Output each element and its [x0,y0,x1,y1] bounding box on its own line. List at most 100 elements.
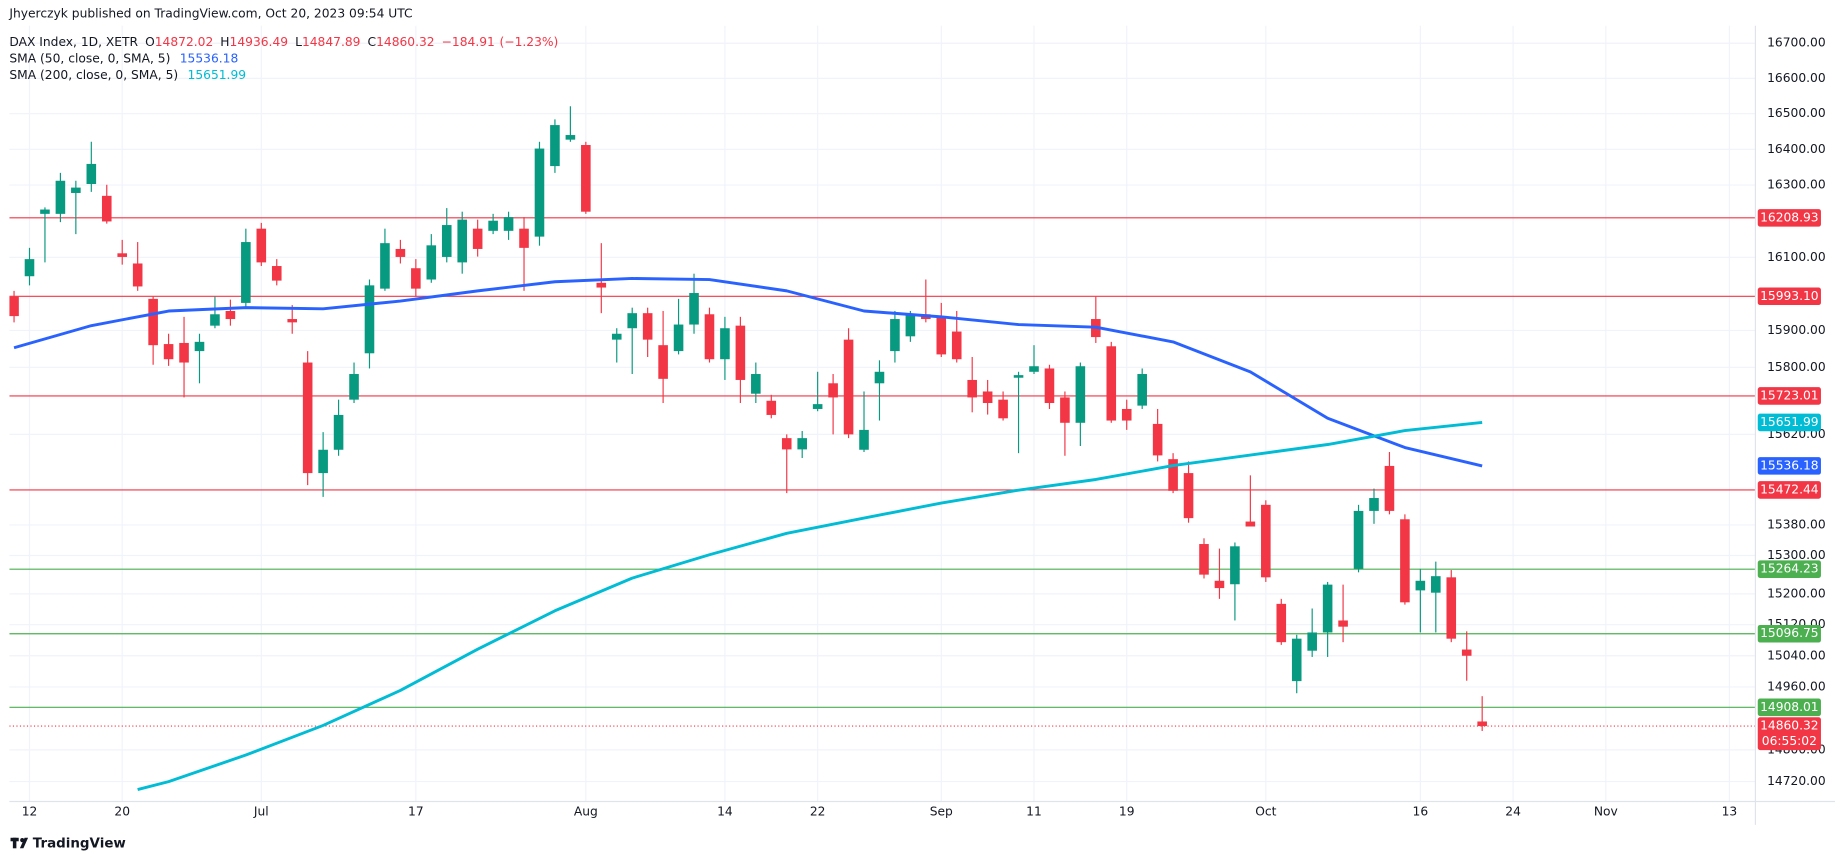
candle-body [1369,498,1379,511]
legend-item: L [295,35,302,49]
level-label: 15264.23 [1760,562,1819,576]
sma-value-label-box [1757,413,1821,432]
candle-body [936,316,947,355]
y-tick-label: 15300.00 [1767,548,1826,562]
legend-main: DAX Index, 1D, XETR O14872.02 H14936.49 L14… [9,35,558,49]
candle-body [751,374,761,394]
y-tick-label: 16400.00 [1767,142,1826,156]
candle-body [1276,603,1287,643]
candle-body [1322,584,1333,633]
candle-body [503,217,514,231]
last-price-label: 14860.32 [1760,719,1819,733]
candle-body [86,163,97,184]
levels [9,217,1756,727]
candle-body [318,449,328,474]
candle-body [1400,519,1410,603]
candle-body [967,379,977,398]
candle-body [658,345,668,379]
sma-line [13,277,1483,468]
candle-body [1013,375,1024,378]
legend-item: 14860.32 [376,35,435,49]
candle-body [349,374,359,400]
candle-body [1075,366,1086,423]
candle-body [565,135,576,140]
candle-body [720,328,730,360]
x-tick-label: Jul [253,805,269,819]
candle-body [179,342,189,363]
candle-body [890,319,900,352]
candle-body [951,331,962,360]
candle-body [735,325,746,380]
sma-value-label-box [1757,457,1821,475]
y-tick-label: 15200.00 [1767,586,1826,600]
y-tick-label: 15380.00 [1767,517,1826,531]
candle-body [1431,576,1441,593]
legend-item: 14872.02 [155,35,214,49]
level-label: 16208.93 [1760,210,1819,224]
candle-body [364,285,375,354]
candle-body [1461,649,1472,656]
legend-item: (−1.23%) [500,35,559,49]
candle-body [1230,546,1240,585]
candle-body [627,313,637,329]
candle-body [581,145,591,212]
legend-indicator: SMA (200, close, 0, SMA, 5) 15651.99 [9,67,246,81]
candle-body [241,242,251,303]
legend-item: DAX Index, 1D, XETR [9,35,138,49]
level-label: 14908.01 [1760,700,1819,714]
candle-body [1353,510,1364,569]
legend-item: C [368,35,377,49]
level-label-box [1757,481,1821,499]
candle-body [534,148,545,237]
candle-body [812,404,823,409]
candle-body [1044,368,1055,404]
legend-item: −184.91 [442,35,495,49]
x-tick-label: 19 [1119,805,1135,819]
candle-body [457,219,467,263]
candle-body [40,209,50,214]
level-label-box [1757,698,1821,717]
x-tick-label: 20 [114,805,130,819]
candle-body [333,414,344,450]
candle-body [380,243,390,289]
level-label: 15993.10 [1760,289,1819,303]
candle-body [1261,504,1271,578]
candle-body [1060,397,1070,423]
x-tick-label: 13 [1722,805,1738,819]
candle-body [163,344,174,360]
y-tick-label: 16300.00 [1767,178,1826,192]
candle-body [596,282,607,288]
candle-body [132,263,143,287]
candle-body [55,180,66,214]
candle-body [1446,577,1457,639]
candle-body [905,314,916,337]
y-tick-label: 14960.00 [1767,679,1826,693]
candle-body [781,438,792,450]
x-tick-label: 17 [408,805,424,819]
candle-body [1029,366,1039,372]
candle-body [1477,721,1487,727]
candle-body [1415,580,1426,591]
x-tick-label: 11 [1026,805,1042,819]
candle-body [550,125,560,167]
candle-body [1152,423,1163,456]
last-price-label-box [1757,717,1821,751]
x-tick-label: 22 [810,805,826,819]
candle-body [271,266,282,281]
candle-body [1183,473,1194,519]
candles [9,106,1487,731]
y-tick-label: 15800.00 [1767,360,1826,374]
candle-body [411,268,421,289]
axes: 16700.00 16600.00 16500.00 16400.00 16300.00… [22,36,1826,819]
candle-body [441,225,452,257]
candle-body [982,391,993,404]
candle-body [472,228,483,249]
candle-body [519,228,529,248]
y-tick-label: 16100.00 [1767,250,1826,264]
legend-item: 14936.49 [230,35,289,49]
y-tick-label: 16500.00 [1767,106,1826,120]
indicator-lines [13,277,1483,791]
legend-item: 15536.18 [180,51,239,65]
x-tick-label: Aug [574,805,598,819]
